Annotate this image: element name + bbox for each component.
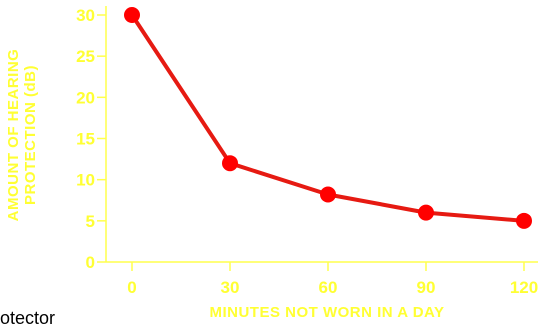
y-tick-label: 25 — [76, 47, 95, 66]
y-axis-title-line-1: AMOUNT OF HEARING — [5, 49, 22, 222]
x-axis-title: MINUTES NOT WORN IN A DAY — [209, 304, 444, 321]
hearing-protection-chart: 0 5 10 15 20 25 30 0 30 60 90 120 AMOUNT OF HEARIN… — [5, 6, 538, 321]
y-tick-label: 0 — [86, 253, 95, 272]
x-tick-label: 120 — [510, 278, 538, 297]
y-tick-label: 15 — [76, 130, 95, 149]
x-tick-label: 30 — [221, 278, 240, 297]
x-ticks: 0 30 60 90 120 — [127, 262, 538, 297]
y-axis-title: AMOUNT OF HEARING PROTECTION (dB) — [5, 49, 39, 222]
data-point — [320, 186, 336, 203]
y-ticks: 0 5 10 15 20 25 30 — [76, 6, 106, 272]
y-tick-label: 20 — [76, 88, 95, 107]
data-point — [516, 212, 532, 229]
footer-text: otector — [0, 308, 56, 328]
data-point — [222, 155, 238, 172]
x-tick-label: 0 — [127, 278, 136, 297]
chart-area: 0 5 10 15 20 25 30 0 30 60 90 120 AMOUNT OF HEARIN… — [0, 6, 538, 328]
axes — [105, 6, 538, 263]
y-tick-label: 10 — [76, 171, 95, 190]
y-tick-label: 30 — [76, 6, 95, 25]
data-point — [418, 204, 434, 221]
y-axis-title-line-2: PROTECTION (dB) — [22, 65, 39, 205]
series-group — [124, 7, 532, 229]
x-tick-label: 60 — [319, 278, 338, 297]
y-tick-label: 5 — [86, 212, 95, 231]
x-tick-label: 90 — [417, 278, 436, 297]
data-point — [124, 7, 140, 23]
